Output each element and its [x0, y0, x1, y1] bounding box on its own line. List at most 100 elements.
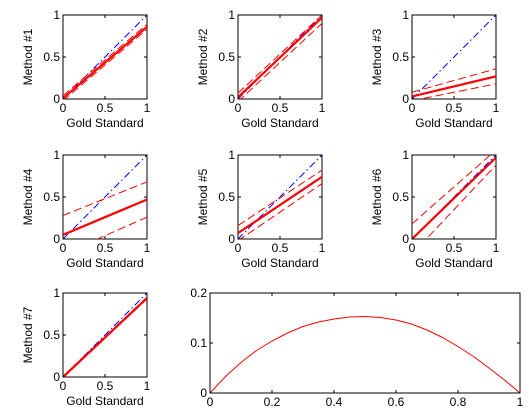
bound-line	[239, 23, 322, 99]
bound-line	[425, 164, 496, 239]
y-tick-label: 1	[402, 148, 409, 162]
plot-area	[238, 15, 322, 99]
plot-area	[63, 15, 147, 99]
y-tick-label: 0.5	[218, 190, 235, 204]
y-tick-label: 0.5	[392, 50, 409, 64]
y-tick-label: 0	[228, 92, 235, 106]
x-tick-label: 1	[144, 241, 151, 255]
x-axis-label: Gold Standard	[241, 256, 318, 270]
y-tick-label: 0.5	[218, 50, 235, 64]
plot-area	[63, 293, 147, 377]
plot-area	[210, 315, 520, 393]
x-tick-label: 1	[493, 241, 500, 255]
y-tick-label: 1	[53, 8, 60, 22]
x-axis-label: Gold Standard	[66, 116, 143, 130]
y-axis-label: Method #4	[21, 168, 35, 225]
y-axis-label: Method #2	[196, 28, 210, 85]
y-tick-label: 1	[228, 8, 235, 22]
fit-line	[63, 25, 147, 99]
bound-line	[239, 183, 322, 239]
identity-line	[63, 155, 147, 239]
y-tick-label: 0.5	[43, 328, 60, 342]
bound-line	[96, 216, 147, 239]
y-axis-label: Method #6	[370, 168, 384, 225]
plot-area	[238, 155, 322, 239]
y-tick-label: 0.5	[43, 190, 60, 204]
bound-line	[417, 83, 496, 99]
y-tick-label: 1	[228, 148, 235, 162]
x-tick-label: 0	[60, 379, 67, 393]
y-tick-label: 1	[53, 148, 60, 162]
bound-line	[64, 28, 147, 99]
plot-area	[63, 155, 147, 239]
x-tick-label: 0	[60, 101, 67, 115]
x-axis-label: Gold Standard	[66, 394, 143, 408]
y-tick-label: 0	[53, 370, 60, 384]
x-tick-label: 0.5	[446, 241, 463, 255]
fit-line	[238, 175, 322, 235]
x-axis-label: Gold Standard	[66, 256, 143, 270]
x-tick-label: 1	[517, 395, 524, 409]
plot-area	[412, 15, 496, 99]
fit-line	[238, 16, 322, 99]
y-tick-label: 0	[402, 232, 409, 246]
x-tick-label: 0	[409, 241, 416, 255]
y-tick-label: 0.5	[392, 190, 409, 204]
bound-line	[412, 68, 496, 93]
y-tick-label: 0.1	[190, 336, 207, 350]
x-tick-label: 0.5	[272, 101, 289, 115]
y-tick-label: 0	[402, 92, 409, 106]
bound-line	[63, 23, 147, 97]
curve-line	[210, 315, 520, 393]
y-tick-label: 1	[402, 8, 409, 22]
x-tick-label: 1	[493, 101, 500, 115]
bound-line	[238, 15, 322, 94]
chart-panel-8: 0 0.2 0.4 0.6 0.8 1 0 0.1 0.2	[190, 286, 523, 409]
x-tick-label: 0.5	[97, 101, 114, 115]
y-tick-label: 0	[228, 232, 235, 246]
x-tick-label: 0.5	[272, 241, 289, 255]
x-tick-label: 0.2	[264, 395, 281, 409]
bound-line	[63, 181, 147, 216]
x-tick-label: 0.6	[388, 395, 405, 409]
identity-line	[412, 15, 496, 99]
y-axis-label: Method #5	[196, 168, 210, 225]
plot-area	[412, 155, 496, 239]
x-axis-label: Gold Standard	[415, 256, 492, 270]
fit-line	[412, 75, 496, 98]
plot-frame	[209, 292, 521, 394]
x-tick-label: 0.8	[450, 395, 467, 409]
y-tick-label: 1	[53, 286, 60, 300]
x-tick-label: 0	[235, 241, 242, 255]
x-tick-label: 0.5	[97, 379, 114, 393]
y-axis-label: Method #1	[21, 28, 35, 85]
x-axis-label: Gold Standard	[415, 116, 492, 130]
y-tick-label: 0	[200, 386, 207, 400]
bound-line	[412, 155, 492, 225]
x-tick-label: 0.5	[446, 101, 463, 115]
x-tick-label: 1	[319, 101, 326, 115]
bound-line	[63, 298, 147, 377]
x-axis-label: Gold Standard	[241, 116, 318, 130]
y-tick-label: 0	[53, 92, 60, 106]
x-tick-label: 0	[60, 241, 67, 255]
x-tick-label: 1	[144, 379, 151, 393]
x-tick-label: 0	[235, 101, 242, 115]
x-tick-label: 1	[319, 241, 326, 255]
x-tick-label: 0.4	[326, 395, 343, 409]
bound-line	[238, 169, 322, 226]
y-axis-label: Method #3	[370, 28, 384, 85]
x-tick-label: 0	[409, 101, 416, 115]
y-axis-label: Method #7	[21, 306, 35, 363]
bound-line	[63, 296, 147, 377]
fit-line	[412, 156, 496, 239]
fit-line	[63, 297, 147, 377]
fit-line	[63, 198, 147, 236]
